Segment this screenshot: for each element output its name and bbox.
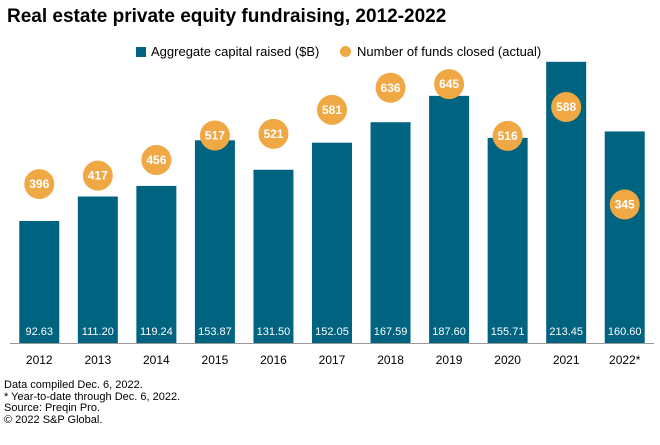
- x-tick-label: 2016: [260, 353, 287, 367]
- x-tick-label: 2013: [84, 353, 111, 367]
- chart-plot: 92.63 396 2012 111.20 417 2013 119.24 456 2014 15…: [10, 61, 654, 367]
- bar: [194, 140, 235, 343]
- bar: [136, 185, 177, 343]
- dot-value-label: 456: [146, 153, 166, 167]
- dot: [375, 72, 406, 103]
- dot-value-label: 417: [88, 169, 108, 183]
- x-tick-label: 2015: [202, 353, 229, 367]
- dot: [24, 169, 55, 200]
- legend-swatch-bars: [136, 46, 146, 57]
- dot-value-label: 345: [615, 198, 635, 212]
- dot: [609, 189, 640, 220]
- legend-swatch-dots: [340, 46, 351, 57]
- bar-value-label: 213.45: [549, 326, 583, 338]
- dot: [492, 120, 523, 151]
- x-tick-label: 2021: [553, 353, 580, 367]
- x-tick-label: 2014: [143, 353, 170, 367]
- bar-value-label: 153.87: [198, 326, 232, 338]
- bar: [370, 122, 411, 344]
- note-compiled: Data compiled Dec. 6, 2022.: [4, 379, 143, 391]
- bar-value-label: 92.63: [26, 326, 54, 338]
- bar: [487, 137, 528, 343]
- dot: [199, 120, 230, 151]
- x-tick-label: 2019: [436, 353, 463, 367]
- dot-value-label: 521: [263, 127, 283, 141]
- x-tick-label: 2012: [26, 353, 53, 367]
- dot-value-label: 581: [322, 103, 342, 117]
- x-tick-label: 2022*: [609, 353, 641, 367]
- dot-value-label: 516: [498, 129, 518, 143]
- bar-value-label: 152.05: [315, 326, 349, 338]
- bar: [77, 196, 118, 343]
- dot-value-label: 396: [29, 177, 49, 191]
- bar-value-label: 167.59: [374, 326, 408, 338]
- legend-item-dots: Number of funds closed (actual): [340, 44, 541, 59]
- chart-title: Real estate private equity fundraising, …: [7, 6, 447, 27]
- dot-value-label: 517: [205, 129, 225, 143]
- note-copyright: © 2022 S&P Global.: [4, 413, 103, 426]
- dot-value-label: 636: [381, 81, 401, 95]
- bar-value-label: 119.24: [140, 326, 173, 338]
- dot: [82, 160, 113, 191]
- bar: [253, 169, 294, 343]
- bar-value-label: 131.50: [257, 326, 291, 338]
- bar: [604, 131, 645, 343]
- bar-value-label: 187.60: [432, 326, 466, 338]
- dot: [434, 69, 465, 100]
- note-ytd: * Year-to-date through Dec. 6, 2022.: [4, 390, 181, 403]
- dot: [551, 92, 582, 123]
- bar-value-label: 160.60: [608, 326, 642, 338]
- x-tick-label: 2018: [377, 353, 404, 367]
- legend: Aggregate capital raised ($B) Number of …: [0, 44, 660, 60]
- x-tick-label: 2020: [494, 353, 521, 367]
- bar: [19, 220, 60, 343]
- dot-value-label: 645: [439, 77, 459, 91]
- dot-value-label: 588: [556, 100, 576, 114]
- bar: [429, 95, 470, 343]
- legend-item-bars: Aggregate capital raised ($B): [136, 44, 319, 59]
- bar-value-label: 111.20: [82, 326, 114, 338]
- x-tick-label: 2017: [319, 353, 346, 367]
- bar-value-label: 155.71: [491, 326, 525, 338]
- dot: [317, 94, 347, 125]
- dot: [141, 144, 172, 175]
- dot: [258, 118, 289, 149]
- footnotes: Data compiled Dec. 6, 2022. * Year-to-da…: [4, 379, 181, 426]
- note-source: Source: Preqin Pro.: [4, 402, 100, 415]
- legend-label-bars: Aggregate capital raised ($B): [151, 44, 320, 59]
- legend-label-dots: Number of funds closed (actual): [357, 44, 542, 59]
- bar: [312, 142, 352, 343]
